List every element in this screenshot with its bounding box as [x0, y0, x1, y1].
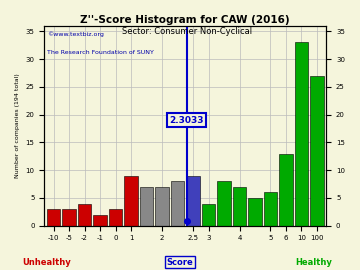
- Text: Unhealthy: Unhealthy: [22, 258, 71, 266]
- Bar: [248, 198, 262, 226]
- Bar: [171, 181, 184, 226]
- Bar: [140, 187, 153, 226]
- Bar: [279, 154, 293, 226]
- Bar: [109, 209, 122, 226]
- Text: Score: Score: [167, 258, 193, 266]
- Bar: [186, 176, 199, 226]
- Bar: [310, 76, 324, 226]
- Bar: [233, 187, 246, 226]
- Text: Sector: Consumer Non-Cyclical: Sector: Consumer Non-Cyclical: [122, 27, 252, 36]
- Bar: [63, 209, 76, 226]
- Bar: [217, 181, 231, 226]
- Bar: [47, 209, 60, 226]
- Text: The Research Foundation of SUNY: The Research Foundation of SUNY: [47, 50, 154, 55]
- Bar: [264, 193, 277, 226]
- Text: 2.3033: 2.3033: [170, 116, 204, 125]
- Bar: [295, 42, 308, 226]
- Bar: [78, 204, 91, 226]
- Bar: [125, 176, 138, 226]
- Text: ©www.textbiz.org: ©www.textbiz.org: [47, 32, 104, 38]
- Bar: [156, 187, 168, 226]
- Text: Healthy: Healthy: [295, 258, 332, 266]
- Title: Z''-Score Histogram for CAW (2016): Z''-Score Histogram for CAW (2016): [81, 15, 290, 25]
- Bar: [202, 204, 215, 226]
- Bar: [94, 215, 107, 226]
- Y-axis label: Number of companies (194 total): Number of companies (194 total): [15, 73, 20, 178]
